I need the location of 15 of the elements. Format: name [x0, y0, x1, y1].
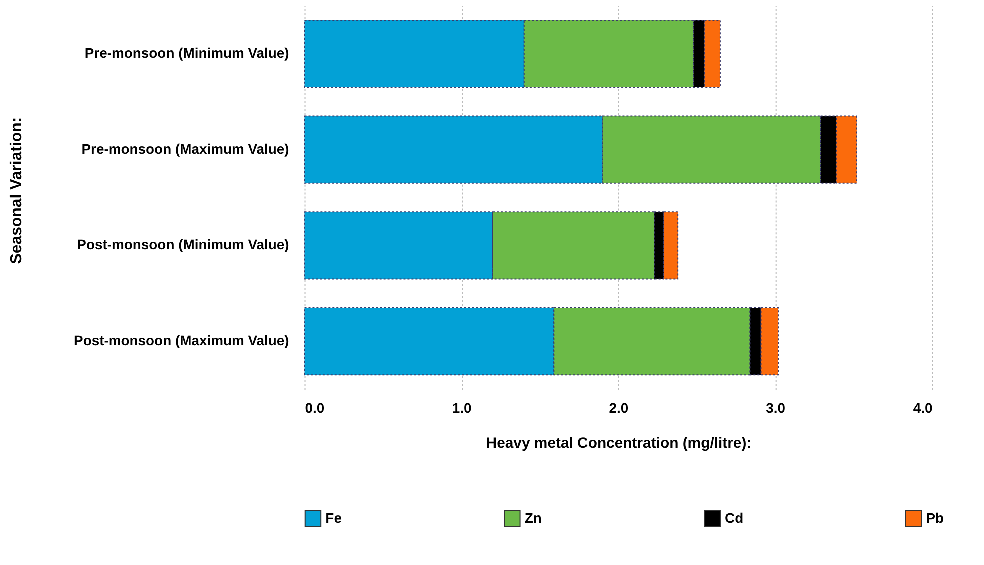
legend-label: Zn	[524, 510, 542, 526]
y-axis-title: Seasonal Variation:	[8, 117, 26, 264]
x-tick-label: 2.0	[609, 400, 629, 416]
legend-label: Cd	[725, 510, 744, 526]
y-tick-label: Pre-monsoon (Maximum Value)	[82, 140, 290, 157]
x-tick-label: 3.0	[766, 400, 786, 416]
legend-label: Fe	[326, 510, 342, 526]
x-tick-label: 0.0	[305, 400, 325, 416]
x-axis-title: Heavy metal Concentration (mg/litre):	[486, 434, 752, 452]
y-tick-label: Post-monsoon (Maximum Value)	[74, 332, 290, 349]
x-tick-label: 1.0	[452, 400, 472, 416]
y-tick-label: Post-monsoon (Minimum Value)	[77, 236, 290, 253]
x-tick-label: 4.0	[913, 400, 933, 416]
y-tick-label: Pre-monsoon (Minimum Value)	[84, 44, 290, 61]
legend-label: Pb	[926, 510, 944, 526]
